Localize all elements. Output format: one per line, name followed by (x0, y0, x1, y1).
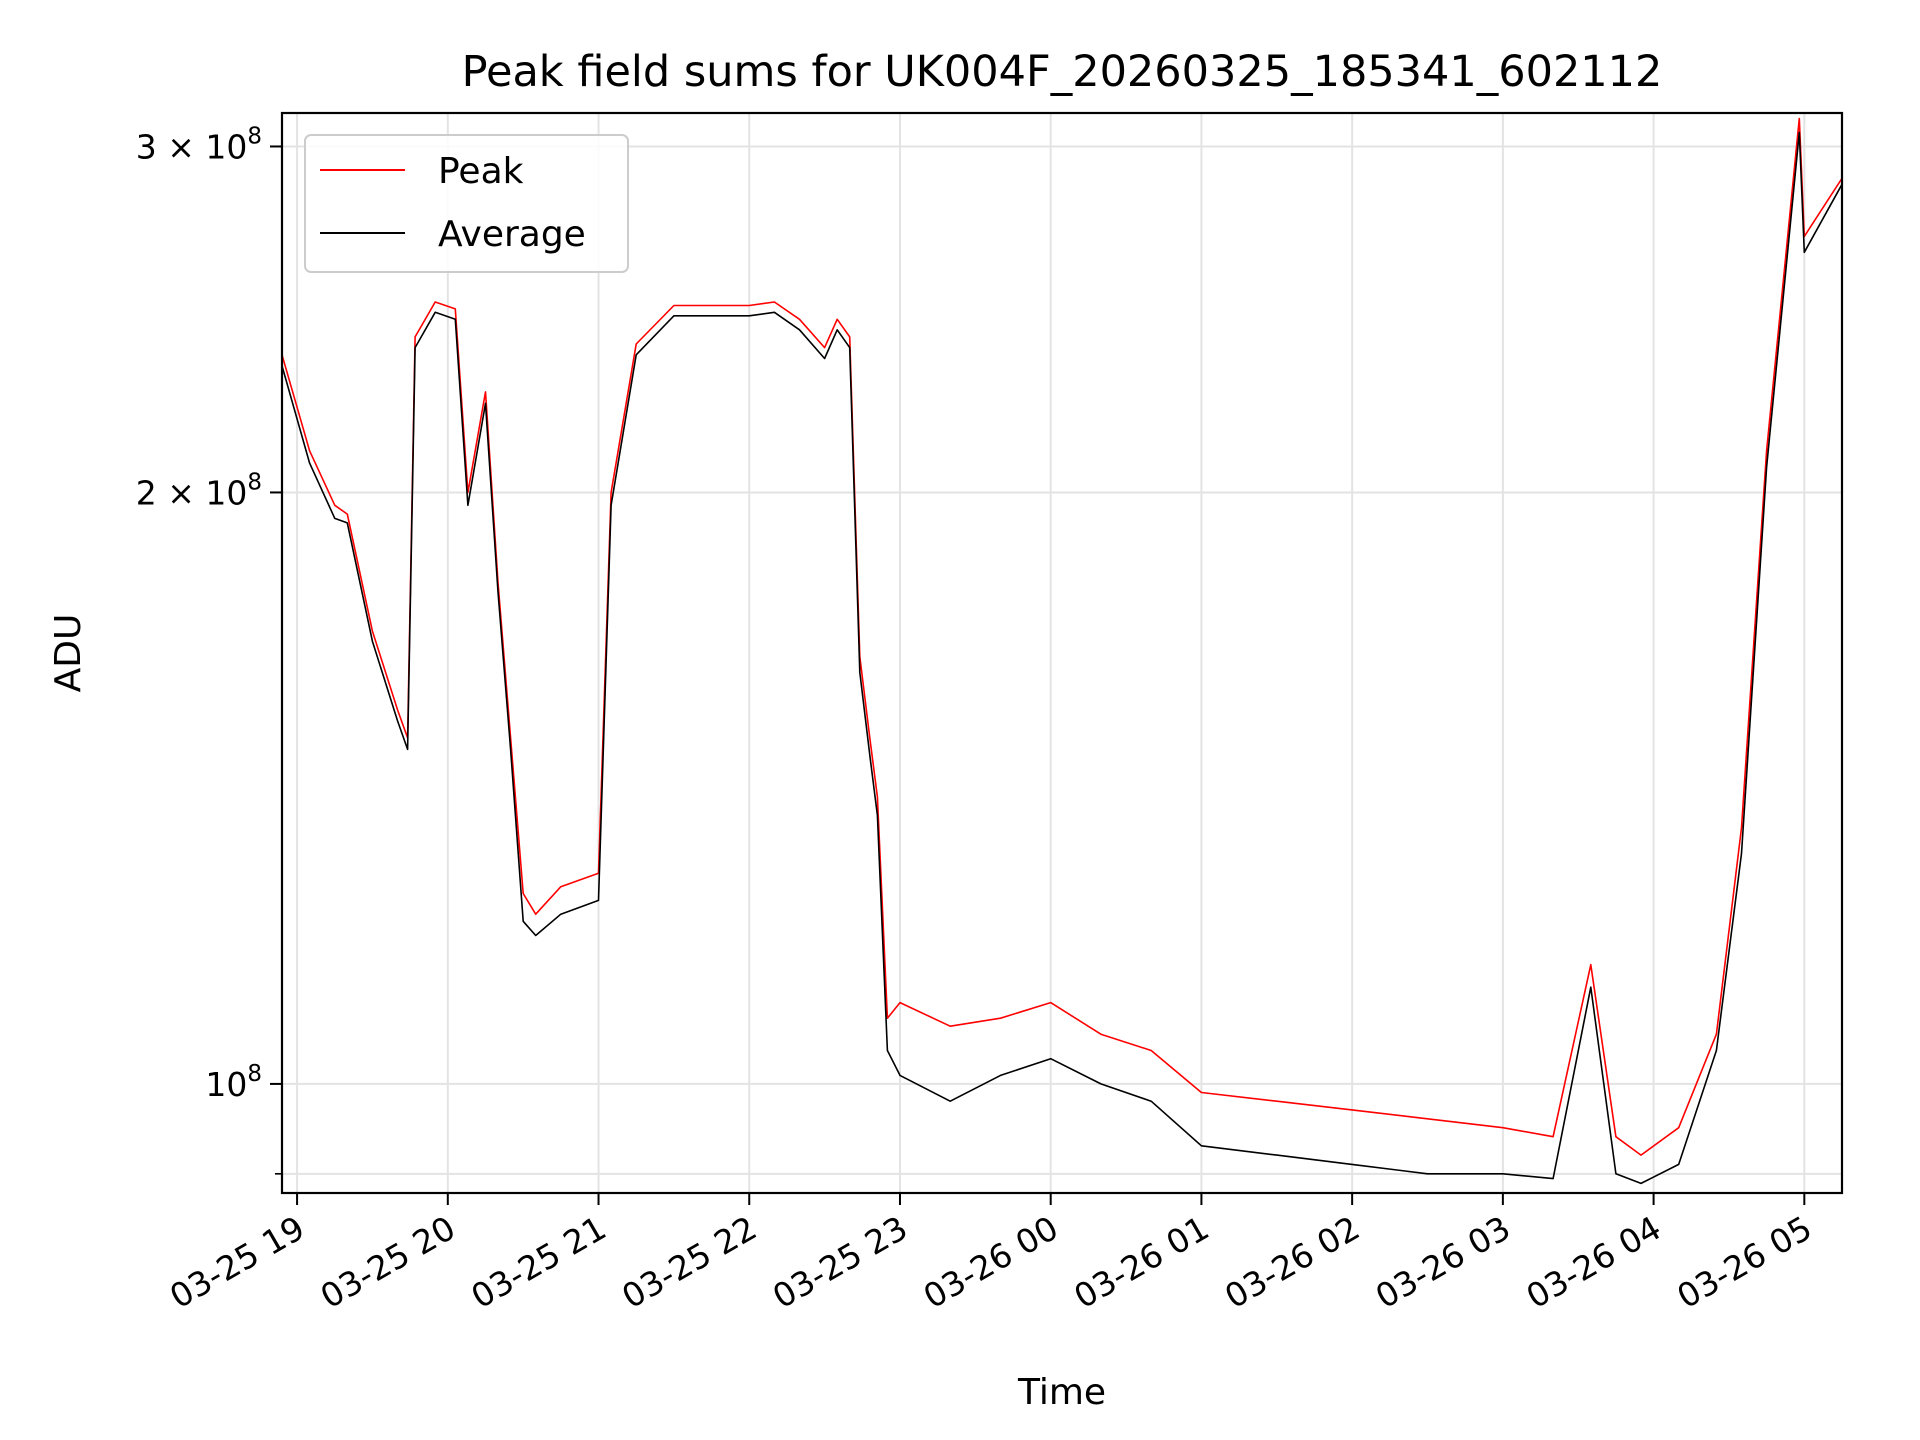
x-axis: 03-25 19 03-25 20 03-25 21 03-25 22 03-25 23… (163, 1193, 1818, 1316)
series-line-peak (282, 117, 1842, 1156)
x-tick-label: 03-26 04 (1520, 1208, 1668, 1316)
legend-label-peak: Peak (438, 151, 524, 192)
y-tick-label: 3 × 108 (136, 123, 262, 166)
y-axis-label: ADU (48, 614, 89, 693)
x-tick-label: 03-25 21 (465, 1208, 613, 1316)
grid-layer (282, 113, 1842, 1193)
chart-title: Peak field sums for UK004F_20260325_1853… (462, 47, 1663, 97)
x-axis-label: Time (1017, 1372, 1106, 1413)
x-tick-label: 03-26 01 (1067, 1208, 1215, 1316)
x-tick-label: 03-26 05 (1670, 1208, 1818, 1316)
x-tick-label: 03-25 20 (314, 1208, 462, 1316)
x-tick-label: 03-26 00 (917, 1208, 1065, 1316)
axes-frame (280, 111, 1844, 1195)
y-axis: 108 2 × 108 3 × 108 (136, 123, 282, 1175)
legend: Peak Average (304, 134, 629, 273)
x-tick-label: 03-26 03 (1369, 1208, 1517, 1316)
x-tick-label: 03-26 02 (1218, 1208, 1366, 1316)
x-tick-label: 03-25 22 (615, 1208, 763, 1316)
y-tick-label: 2 × 108 (136, 469, 262, 512)
x-tick-label: 03-25 19 (163, 1208, 311, 1316)
x-tick-label: 03-25 23 (766, 1208, 914, 1316)
y-tick-label: 108 (205, 1061, 262, 1104)
plot-area (282, 117, 1842, 1185)
series-line-average (282, 131, 1842, 1185)
legend-label-average: Average (438, 214, 586, 255)
